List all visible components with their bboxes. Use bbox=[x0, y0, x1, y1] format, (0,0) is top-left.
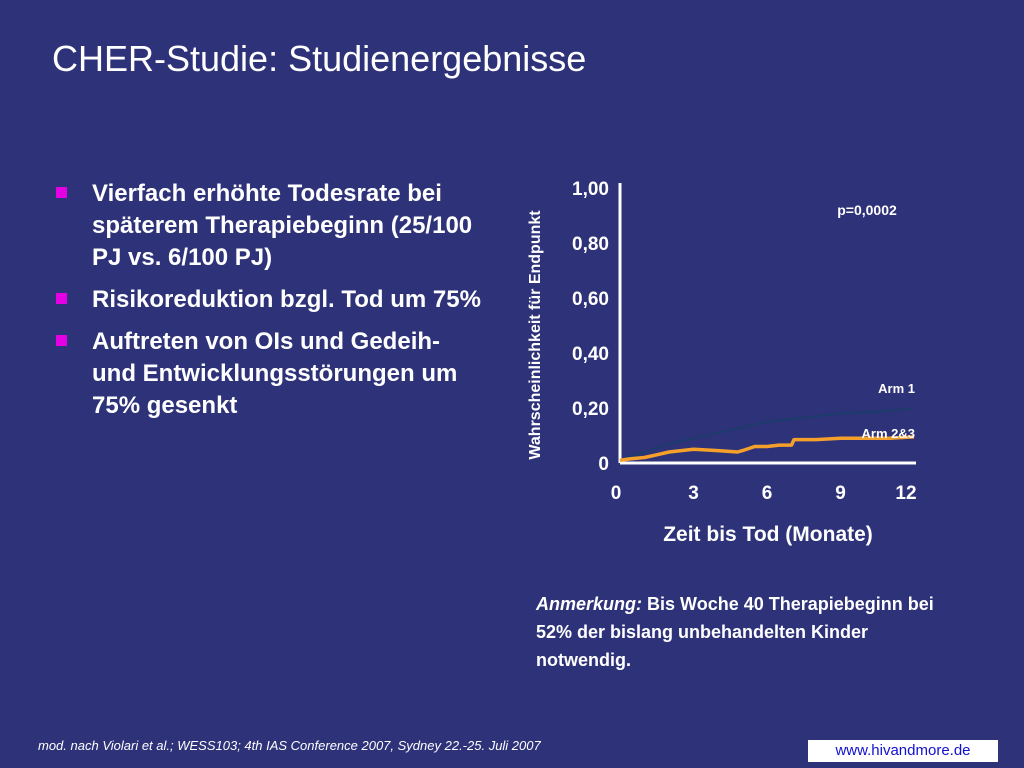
bullet-item: Risikoreduktion bzgl. Tod um 75% bbox=[52, 284, 482, 316]
bullet-list: Vierfach erhöhte Todesrate bei späterem … bbox=[52, 178, 482, 432]
y-tick-label: 0,40 bbox=[572, 344, 609, 365]
square-bullet-icon bbox=[56, 293, 67, 304]
y-tick-label: 0,60 bbox=[572, 289, 609, 310]
x-tick-label: 12 bbox=[895, 483, 916, 504]
series-label-arm-1: Arm 1 bbox=[878, 381, 915, 396]
y-tick-label: 0,80 bbox=[572, 234, 609, 255]
series-line-arm-1 bbox=[619, 407, 915, 462]
x-tick-label: 9 bbox=[835, 483, 846, 504]
bullet-item: Auftreten von OIs und Gedeih- und Entwic… bbox=[52, 326, 482, 422]
y-tick-labels: 0 0,20 0,40 0,60 0,80 1,00 bbox=[572, 179, 609, 475]
square-bullet-icon bbox=[56, 187, 67, 198]
note-label: Anmerkung: bbox=[536, 594, 643, 614]
series-label-arm-2-3: Arm 2&3 bbox=[862, 426, 915, 441]
bullet-text: Auftreten von OIs und Gedeih- und Entwic… bbox=[92, 328, 458, 419]
x-tick-label: 0 bbox=[611, 483, 622, 504]
x-axis-label: Zeit bis Tod (Monate) bbox=[663, 523, 873, 546]
bullet-text: Vierfach erhöhte Todesrate bei späterem … bbox=[92, 180, 473, 271]
series-line-arm-2-3 bbox=[619, 435, 915, 463]
note-text: Bis Woche 40 Therapiebeginn bei 52% der … bbox=[536, 594, 934, 670]
website-link[interactable]: www.hivandmore.de bbox=[808, 740, 998, 762]
bullet-item: Vierfach erhöhte Todesrate bei späterem … bbox=[52, 178, 482, 274]
chart-series bbox=[619, 407, 915, 463]
square-bullet-icon bbox=[56, 335, 67, 346]
page-title: CHER-Studie: Studienergebnisse bbox=[52, 38, 587, 79]
p-value-annotation: p=0,0002 bbox=[837, 202, 897, 218]
note: Anmerkung: Bis Woche 40 Therapiebeginn b… bbox=[536, 590, 956, 674]
source-citation: mod. nach Violari et al.; WESS103; 4th I… bbox=[38, 738, 541, 753]
y-axis-label: Wahrscheinlichkeit für Endpunkt bbox=[527, 210, 544, 460]
y-tick-label: 0 bbox=[598, 454, 609, 475]
y-tick-label: 0,20 bbox=[572, 399, 609, 420]
x-tick-labels: 0 3 6 9 12 bbox=[611, 483, 917, 504]
x-tick-label: 6 bbox=[762, 483, 773, 504]
x-tick-label: 3 bbox=[688, 483, 699, 504]
bullet-text: Risikoreduktion bzgl. Tod um 75% bbox=[92, 286, 481, 313]
chart-axes bbox=[618, 183, 916, 465]
y-tick-label: 1,00 bbox=[572, 179, 609, 200]
